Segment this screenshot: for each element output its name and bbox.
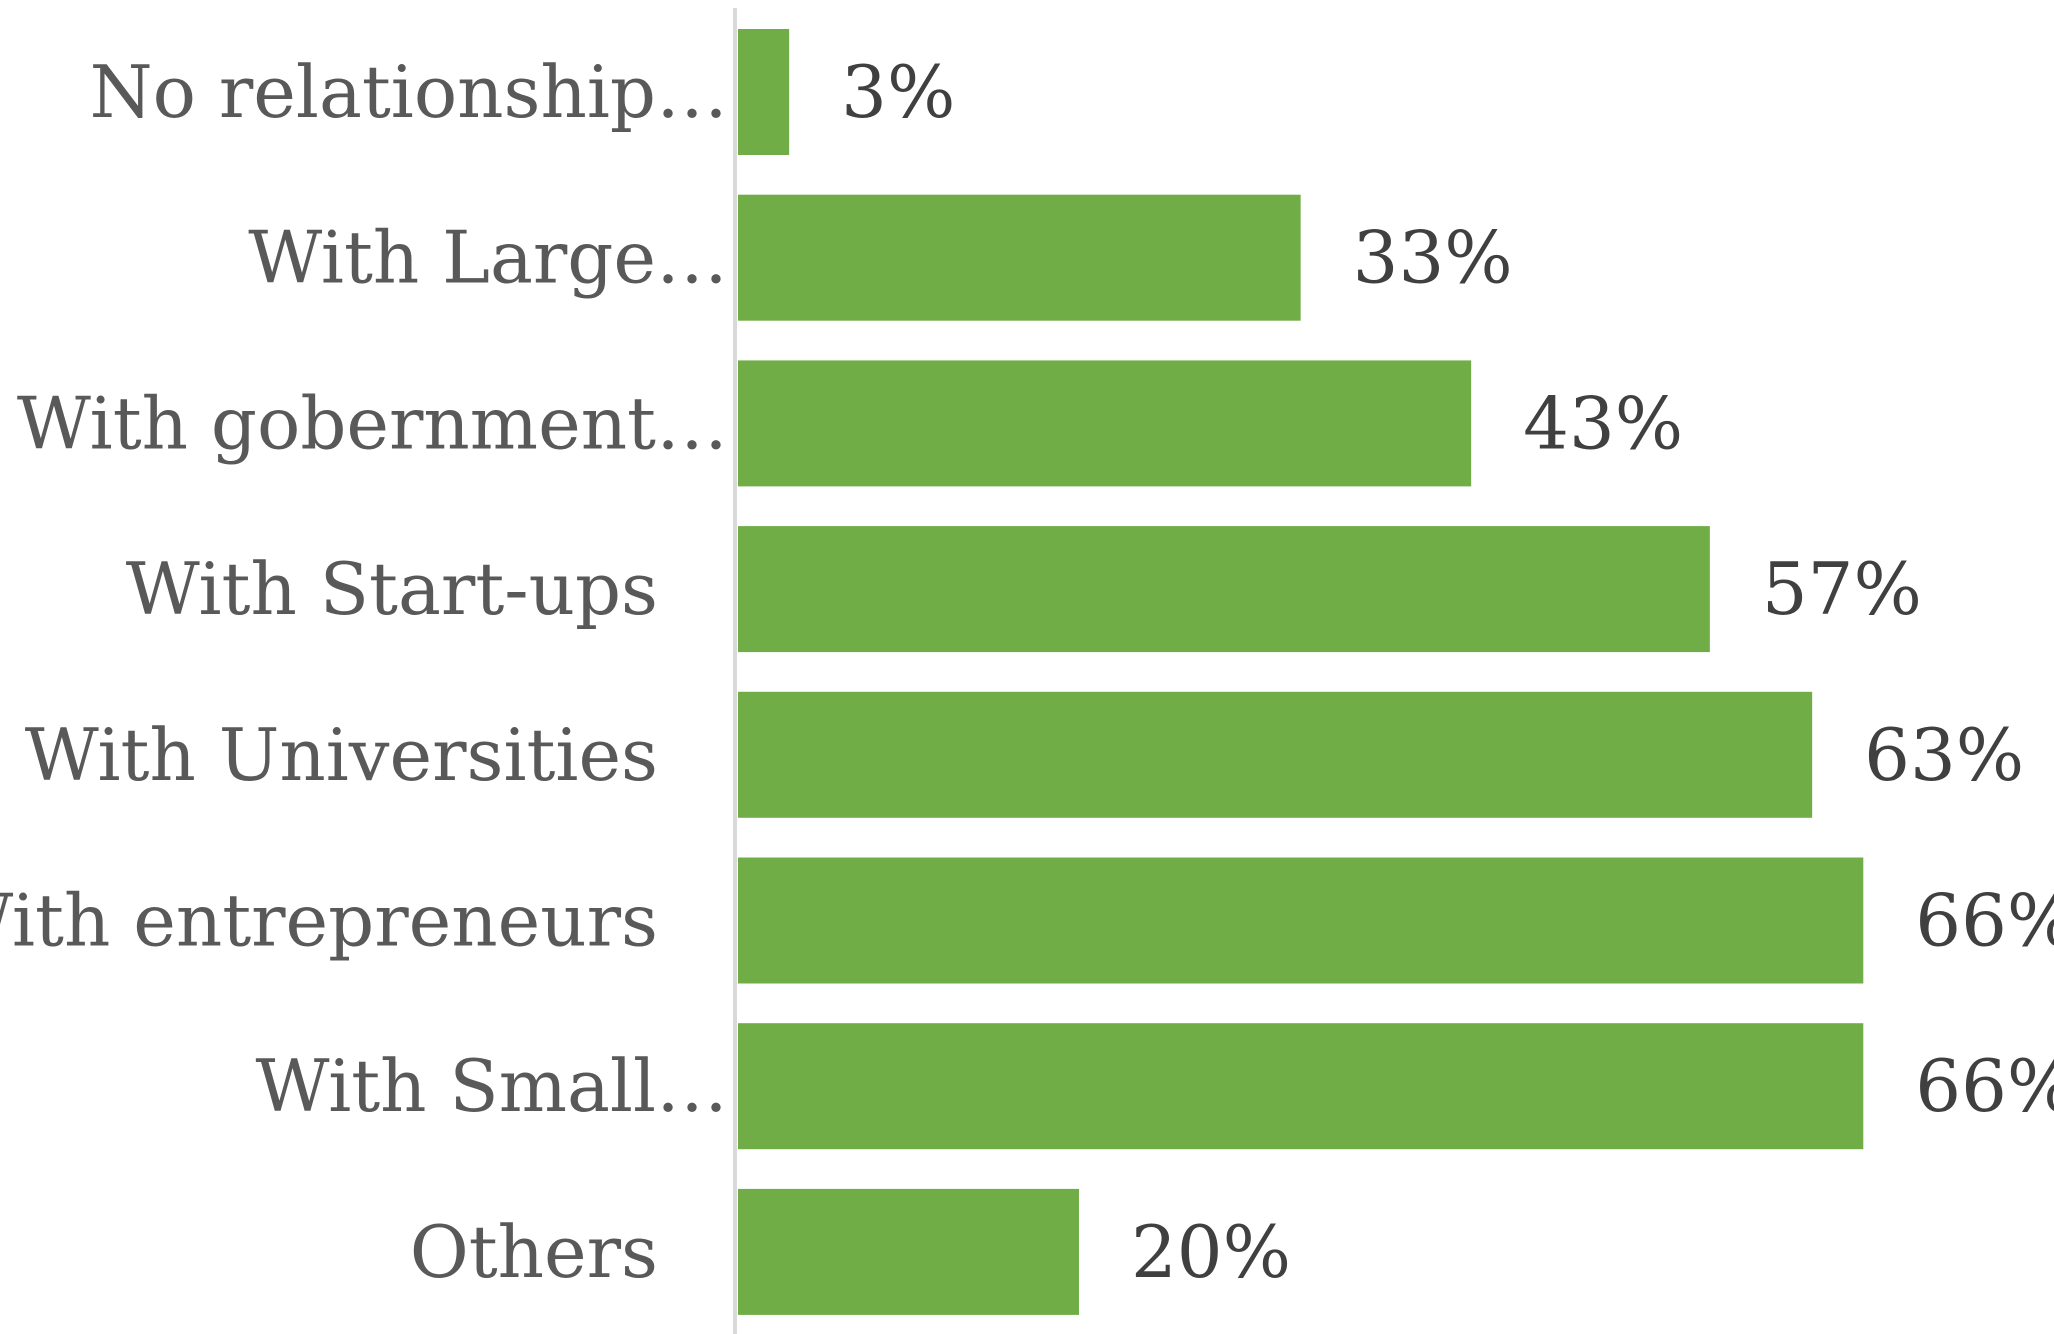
bar-value-label: 66% [1915, 1044, 2054, 1128]
bar [738, 1188, 1079, 1315]
category-label: With Universities [25, 713, 658, 797]
category-label: With Large… [248, 216, 728, 300]
bar-value-label: 3% [841, 50, 955, 134]
category-label: Others [410, 1210, 658, 1294]
bar [738, 526, 1710, 653]
category-label: No relationship… [90, 50, 728, 134]
category-label: With Small… [255, 1044, 728, 1128]
bar [738, 1023, 1864, 1150]
category-label: With Start-ups [126, 547, 658, 631]
bars-group [738, 29, 1864, 1315]
bar-value-label: 57% [1762, 547, 1922, 631]
bar [738, 360, 1472, 487]
bar-value-label: 43% [1523, 381, 1683, 465]
bar [738, 857, 1864, 984]
category-label: With gobernment… [17, 381, 728, 465]
bar-value-label: 33% [1353, 216, 1513, 300]
category-labels-group: No relationship… With Large… With gobernme… [0, 50, 728, 1294]
bar-value-label: 63% [1864, 713, 2024, 797]
category-label: With entrepreneurs [0, 879, 658, 963]
data-labels-group: 3% 33%43% 57% 63% 66% 66% 20% [841, 50, 2054, 1294]
bar-value-label: 20% [1131, 1210, 1291, 1294]
bar-value-label: 66% [1915, 879, 2054, 963]
bar [738, 691, 1813, 818]
bar [738, 194, 1301, 321]
bar [738, 29, 790, 155]
